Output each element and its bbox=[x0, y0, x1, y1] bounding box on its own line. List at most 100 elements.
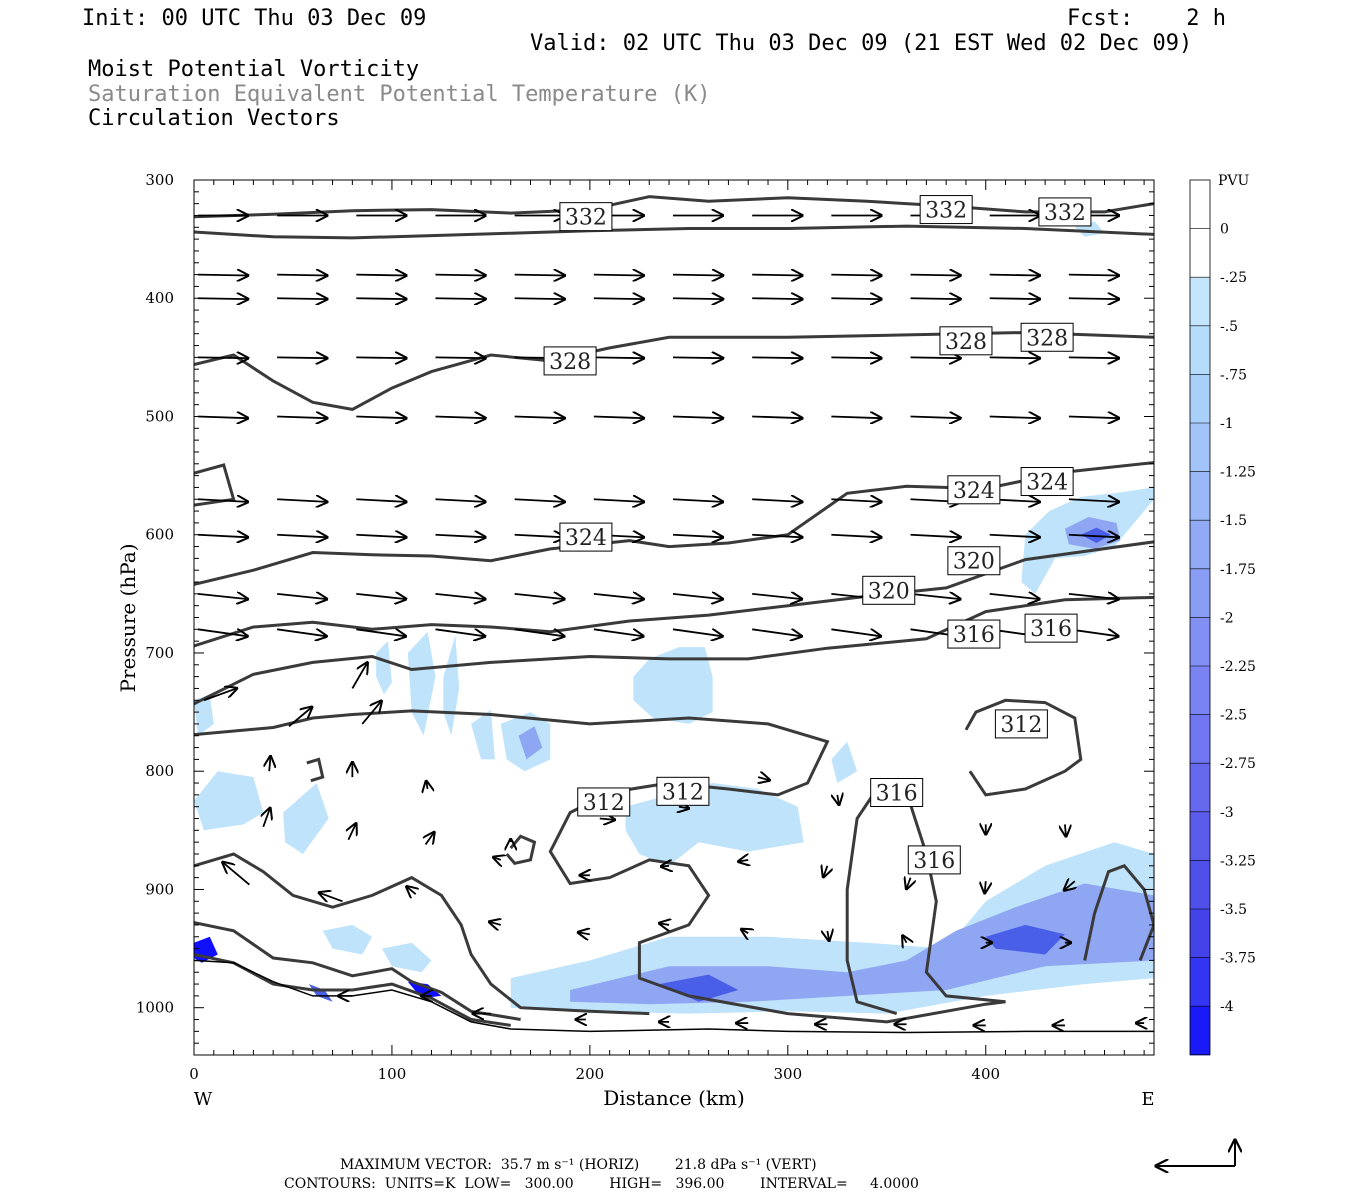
circulation-vector bbox=[910, 594, 961, 599]
contour-label-box bbox=[1024, 613, 1078, 643]
max-vector-note: MAXIMUM VECTOR: 35.7 m s⁻¹ (HORIZ) 21.8 … bbox=[340, 1157, 817, 1173]
circulation-vector bbox=[356, 499, 406, 502]
circulation-vector bbox=[356, 416, 406, 418]
circulation-vector bbox=[319, 893, 343, 902]
pv-region bbox=[283, 783, 329, 854]
theta-es-contour bbox=[964, 698, 1083, 797]
colorbar-level-label: -.5 bbox=[1220, 319, 1238, 335]
pv-region bbox=[518, 726, 543, 760]
circulation-vector bbox=[831, 275, 881, 276]
colorbar-level-label: -4 bbox=[1220, 999, 1234, 1015]
terrain-line bbox=[194, 959, 1154, 1034]
circulation-vector bbox=[985, 881, 986, 893]
forecast-hour: Fcst: 2 h bbox=[1067, 6, 1226, 31]
contour-label: 316 bbox=[876, 782, 918, 807]
circulation-vector bbox=[910, 275, 961, 276]
theta-es-contour bbox=[194, 224, 1154, 240]
reference-vector-icon bbox=[1156, 1140, 1235, 1166]
colorbar-swatch bbox=[1190, 374, 1210, 424]
pv-region bbox=[831, 741, 858, 783]
contour-label-box bbox=[947, 475, 1001, 505]
circulation-vector bbox=[910, 298, 961, 299]
colorbar-swatch bbox=[1190, 909, 1210, 959]
circulation-vector bbox=[752, 535, 802, 538]
circulation-vector bbox=[837, 795, 839, 805]
contour-label: 324 bbox=[953, 479, 995, 504]
theta-es-contour bbox=[194, 540, 1154, 648]
circulation-vector bbox=[197, 298, 248, 299]
circulation-vectors bbox=[197, 215, 1144, 1025]
circulation-vector bbox=[435, 357, 485, 358]
theta-es-contour bbox=[194, 921, 521, 1021]
circulation-vector bbox=[989, 275, 1040, 276]
circulation-vector bbox=[407, 887, 416, 895]
contour-label: 324 bbox=[1026, 471, 1068, 496]
y-tick-label: 700 bbox=[145, 644, 174, 662]
contour-label: 312 bbox=[1000, 713, 1042, 738]
pv-region bbox=[376, 641, 392, 695]
pv-region bbox=[443, 635, 460, 736]
pv-region bbox=[308, 984, 333, 1002]
colorbar-level-label: -1.25 bbox=[1220, 465, 1256, 481]
circulation-vector bbox=[823, 866, 827, 877]
circulation-vector bbox=[910, 416, 961, 418]
x-tick-label: 100 bbox=[378, 1065, 407, 1083]
circulation-vector bbox=[277, 298, 327, 299]
colorbar-level-label: -.75 bbox=[1220, 367, 1247, 383]
x-axis-label: Distance (km) bbox=[603, 1086, 745, 1110]
valid-time: Valid: 02 UTC Thu 03 Dec 09 (21 EST Wed … bbox=[530, 31, 1193, 56]
circulation-vector bbox=[593, 275, 644, 276]
contour-label-box bbox=[939, 326, 993, 356]
circulation-vector bbox=[831, 357, 881, 358]
circulation-vector bbox=[514, 416, 565, 418]
theta-es-contour bbox=[194, 852, 650, 1016]
circulation-vector bbox=[752, 275, 802, 276]
contour-label: 332 bbox=[925, 199, 967, 224]
pv-region bbox=[407, 631, 436, 736]
y-tick-label: 1000 bbox=[136, 999, 174, 1017]
x-tick-label: 200 bbox=[576, 1065, 605, 1083]
contour-label: 328 bbox=[1026, 326, 1068, 351]
contour-label: 324 bbox=[565, 526, 607, 551]
colorbar-swatch bbox=[1190, 568, 1210, 618]
circulation-vector bbox=[593, 594, 644, 599]
theta-es-contour bbox=[194, 330, 1154, 411]
circulation-vector bbox=[197, 357, 248, 358]
theta-es-contour bbox=[194, 953, 511, 1027]
circulation-vector bbox=[435, 499, 485, 502]
y-tick-label: 800 bbox=[145, 762, 174, 780]
circulation-vector bbox=[197, 628, 248, 636]
init-time: Init: 00 UTC Thu 03 Dec 09 bbox=[82, 6, 427, 31]
colorbar-swatch bbox=[1190, 957, 1210, 1007]
contour-label: 312 bbox=[583, 791, 625, 816]
circulation-vector bbox=[672, 416, 723, 418]
circulation-vector bbox=[661, 866, 669, 867]
colorbar-level-label: 0 bbox=[1220, 222, 1229, 238]
y-tick-label: 300 bbox=[145, 171, 174, 189]
circulation-vector bbox=[910, 535, 961, 538]
y-tick-label: 900 bbox=[145, 880, 174, 898]
contour-label-box bbox=[947, 619, 1001, 649]
circulation-vector bbox=[277, 594, 327, 599]
circulation-vector bbox=[989, 298, 1040, 299]
colorbar-swatch bbox=[1190, 666, 1210, 716]
colorbar-swatch bbox=[1190, 617, 1210, 667]
theta-es-contour bbox=[194, 195, 1154, 219]
pv-region bbox=[985, 924, 1065, 955]
colorbar-swatch bbox=[1190, 228, 1210, 278]
circulation-vector bbox=[1068, 594, 1119, 599]
circulation-vector bbox=[752, 628, 802, 636]
colorbar-level-label: -2.75 bbox=[1220, 756, 1256, 772]
circulation-vector bbox=[435, 275, 485, 276]
circulation-vector bbox=[493, 857, 501, 860]
colorbar-swatch bbox=[1190, 520, 1210, 570]
contour-label-box bbox=[994, 709, 1048, 739]
theta-es-contour bbox=[306, 757, 325, 783]
circulation-vector bbox=[197, 275, 248, 276]
circulation-vector bbox=[351, 663, 367, 689]
circulation-vector bbox=[593, 298, 644, 299]
contour-labels: 332 332 332 328 328 328 324 324 324 320 320 316 316 3… bbox=[543, 195, 1092, 875]
theta-es-contour bbox=[194, 463, 236, 507]
circulation-vector bbox=[197, 499, 248, 502]
circulation-vector bbox=[599, 819, 615, 820]
